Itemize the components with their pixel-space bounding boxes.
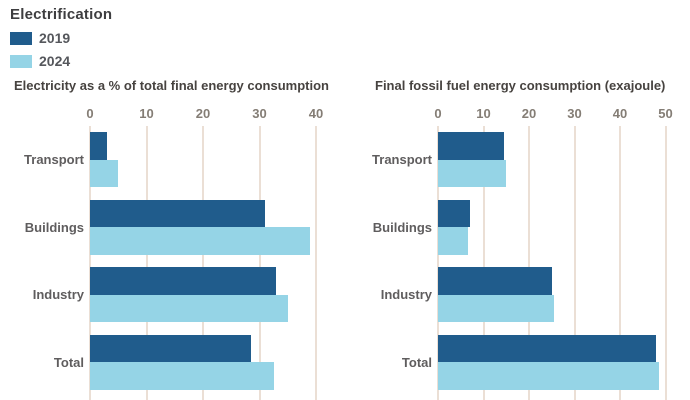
bar-industry-2024 bbox=[438, 294, 555, 322]
chart-fossil-fuel-consumption: Final fossil fuel energy consumption (ex… bbox=[345, 76, 690, 400]
bar-buildings-2019 bbox=[90, 199, 266, 227]
category-label-industry: Industry bbox=[380, 287, 432, 302]
bar-total-2024 bbox=[90, 362, 274, 390]
legend-swatch-2024 bbox=[10, 54, 32, 68]
gridline-20 bbox=[528, 126, 530, 400]
gridline-0 bbox=[89, 126, 91, 400]
category-label-buildings: Buildings bbox=[24, 219, 84, 235]
bar-total-2019 bbox=[438, 334, 657, 362]
category-label-total: Total bbox=[401, 354, 432, 370]
category-label-transport: Transport bbox=[372, 152, 432, 167]
gridline-40 bbox=[619, 126, 621, 400]
bar-buildings-2024 bbox=[90, 227, 311, 255]
gridline-10 bbox=[145, 126, 148, 400]
legend-swatch-2019 bbox=[10, 31, 32, 45]
axis-tick-label-20: 20 bbox=[521, 106, 537, 121]
bar-transport-2019 bbox=[90, 132, 107, 160]
chart-title-fossil-fuel: Final fossil fuel energy consumption (ex… bbox=[375, 78, 666, 93]
legend-title: Electrification bbox=[10, 6, 113, 23]
axis-tick-label-30: 30 bbox=[567, 106, 582, 121]
bar-total-2019 bbox=[90, 334, 252, 362]
gridline-20 bbox=[202, 126, 204, 400]
gridline-50 bbox=[664, 126, 667, 400]
legend: Electrification 2019 2024 bbox=[10, 6, 112, 69]
axis-tick-label-30: 30 bbox=[252, 106, 267, 121]
axis-tick-label-0: 0 bbox=[434, 106, 442, 121]
axis-tick-label-40: 40 bbox=[308, 106, 324, 121]
bar-industry-2024 bbox=[90, 294, 288, 322]
gridline-0 bbox=[437, 126, 439, 400]
bar-industry-2019 bbox=[438, 267, 552, 295]
legend-item-2019: 2019 bbox=[10, 30, 112, 46]
axis-tick-label-40: 40 bbox=[612, 106, 628, 121]
category-label-industry: Industry bbox=[32, 287, 84, 302]
legend-label-2024: 2024 bbox=[39, 53, 71, 69]
bar-industry-2019 bbox=[90, 267, 277, 295]
axis-tick-label-50: 50 bbox=[658, 106, 673, 121]
bar-transport-2024 bbox=[90, 159, 119, 187]
bar-transport-2019 bbox=[438, 132, 504, 160]
axis-tick-label-20: 20 bbox=[195, 106, 211, 121]
category-label-buildings: Buildings bbox=[372, 219, 432, 235]
bar-transport-2024 bbox=[438, 159, 507, 187]
gridline-30 bbox=[573, 126, 576, 400]
legend-item-2024: 2024 bbox=[10, 53, 112, 69]
gridline-10 bbox=[482, 126, 485, 400]
category-label-transport: Transport bbox=[24, 152, 84, 167]
chart-title-electricity-share: Electricity as a % of total final energy… bbox=[14, 78, 329, 93]
legend-label-2019: 2019 bbox=[39, 30, 71, 46]
bar-buildings-2019 bbox=[438, 199, 470, 227]
axis-tick-label-0: 0 bbox=[86, 106, 94, 121]
gridline-40 bbox=[315, 126, 317, 400]
axis-tick-label-10: 10 bbox=[139, 106, 154, 121]
bar-buildings-2024 bbox=[438, 227, 469, 255]
gridline-30 bbox=[258, 126, 261, 400]
bar-total-2024 bbox=[438, 362, 659, 390]
chart-electricity-share: Electricity as a % of total final energy… bbox=[0, 76, 345, 400]
category-label-total: Total bbox=[53, 354, 84, 370]
axis-tick-label-10: 10 bbox=[476, 106, 491, 121]
